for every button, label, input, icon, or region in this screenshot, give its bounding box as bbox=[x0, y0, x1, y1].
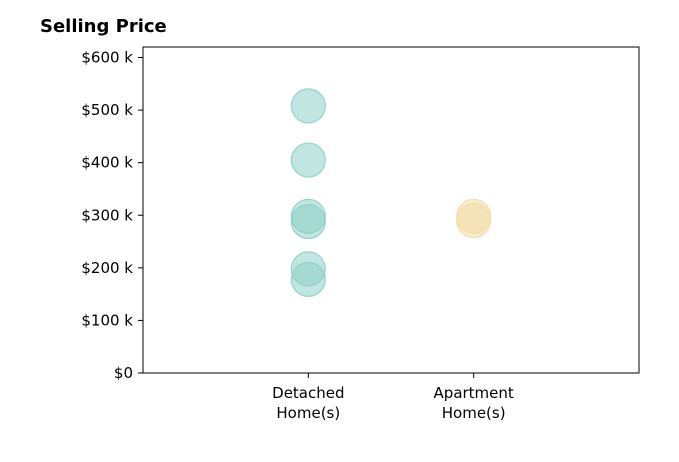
data-point bbox=[290, 203, 326, 240]
y-tick-label: $300 k bbox=[81, 206, 133, 224]
y-tick-label: $600 k bbox=[81, 49, 133, 67]
data-points bbox=[290, 88, 492, 298]
plot-frame bbox=[142, 46, 640, 374]
y-tick-label: $0 bbox=[114, 364, 133, 382]
y-tick-label: $500 k bbox=[81, 101, 133, 119]
x-tick-label: Home(s) bbox=[276, 404, 340, 422]
axes: $0 $100 k $200 k $300 k $400 k $500 k $600 k De… bbox=[81, 46, 640, 422]
chart-title: Selling Price bbox=[40, 16, 167, 37]
y-tick-label: $400 k bbox=[81, 154, 133, 172]
data-point bbox=[290, 88, 326, 124]
data-point bbox=[290, 261, 326, 298]
x-tick-label: Apartment bbox=[434, 384, 514, 402]
y-tick-label: $100 k bbox=[81, 311, 133, 329]
data-point bbox=[290, 142, 326, 178]
y-tick-label: $200 k bbox=[81, 259, 133, 277]
x-tick-label: Home(s) bbox=[442, 404, 506, 422]
data-point bbox=[456, 202, 492, 239]
x-tick-label: Detached bbox=[272, 384, 344, 402]
